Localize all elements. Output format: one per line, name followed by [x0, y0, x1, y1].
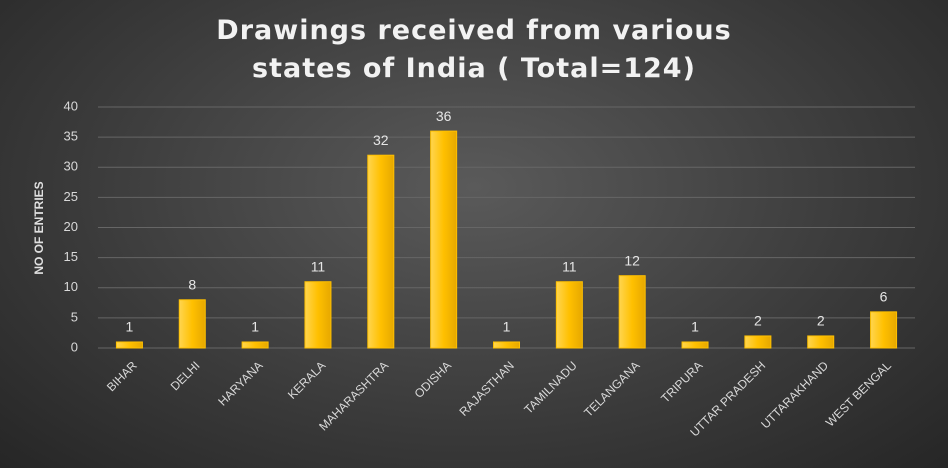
x-tick-label: TRIPURA: [658, 358, 705, 405]
bar: [178, 299, 206, 349]
bar: [807, 335, 835, 349]
bar: [367, 154, 395, 349]
bar: [241, 341, 269, 349]
data-label: 1: [691, 319, 699, 335]
data-label: 11: [562, 258, 577, 274]
bar: [115, 341, 143, 349]
bar: [304, 281, 332, 349]
x-tick-label: TAMILNADU: [521, 358, 579, 416]
y-tick-label: 15: [64, 249, 78, 264]
data-label: 12: [624, 252, 640, 268]
data-label: 2: [754, 313, 762, 329]
x-tick-label: MAHARASHTRA: [316, 358, 391, 433]
y-tick-label: 20: [64, 219, 78, 234]
bar: [870, 311, 898, 349]
x-tick-label: ODISHA: [412, 358, 454, 400]
bar: [618, 275, 646, 349]
data-label: 1: [251, 319, 259, 335]
y-tick-label: 5: [71, 309, 78, 324]
data-label: 36: [436, 108, 452, 124]
x-tick-label: RAJASTHAN: [457, 358, 517, 418]
y-tick-label: 0: [71, 339, 78, 354]
bar: [555, 281, 583, 349]
data-label: 2: [817, 313, 825, 329]
x-tick-label: KERALA: [285, 358, 328, 401]
x-tick-label: DELHI: [168, 358, 203, 393]
data-label: 6: [880, 289, 888, 305]
data-label: 32: [373, 132, 389, 148]
data-label: 11: [311, 258, 326, 274]
y-tick-label: 35: [64, 129, 78, 144]
y-tick-label: 30: [64, 159, 78, 174]
x-tick-label: TELANGANA: [581, 358, 642, 419]
data-label: 1: [126, 319, 134, 335]
data-label: 8: [188, 277, 196, 293]
data-label: 1: [503, 319, 511, 335]
y-tick-label: 25: [64, 189, 78, 204]
bar: [493, 341, 520, 349]
x-tick-label: HARYANA: [215, 358, 265, 408]
bar: [681, 341, 709, 349]
y-tick-label: 40: [64, 98, 78, 113]
bar: [430, 130, 458, 349]
x-tick-label: UTTARAKHAND: [758, 358, 831, 431]
y-tick-label: 10: [64, 279, 78, 294]
chart-title: Drawings received from various states of…: [216, 15, 732, 84]
x-tick-label: BIHAR: [104, 358, 140, 394]
y-axis-label: NO OF ENTRIES: [32, 181, 46, 274]
bar: [744, 335, 772, 349]
x-tick-label: WEST BENGAL: [823, 358, 894, 429]
